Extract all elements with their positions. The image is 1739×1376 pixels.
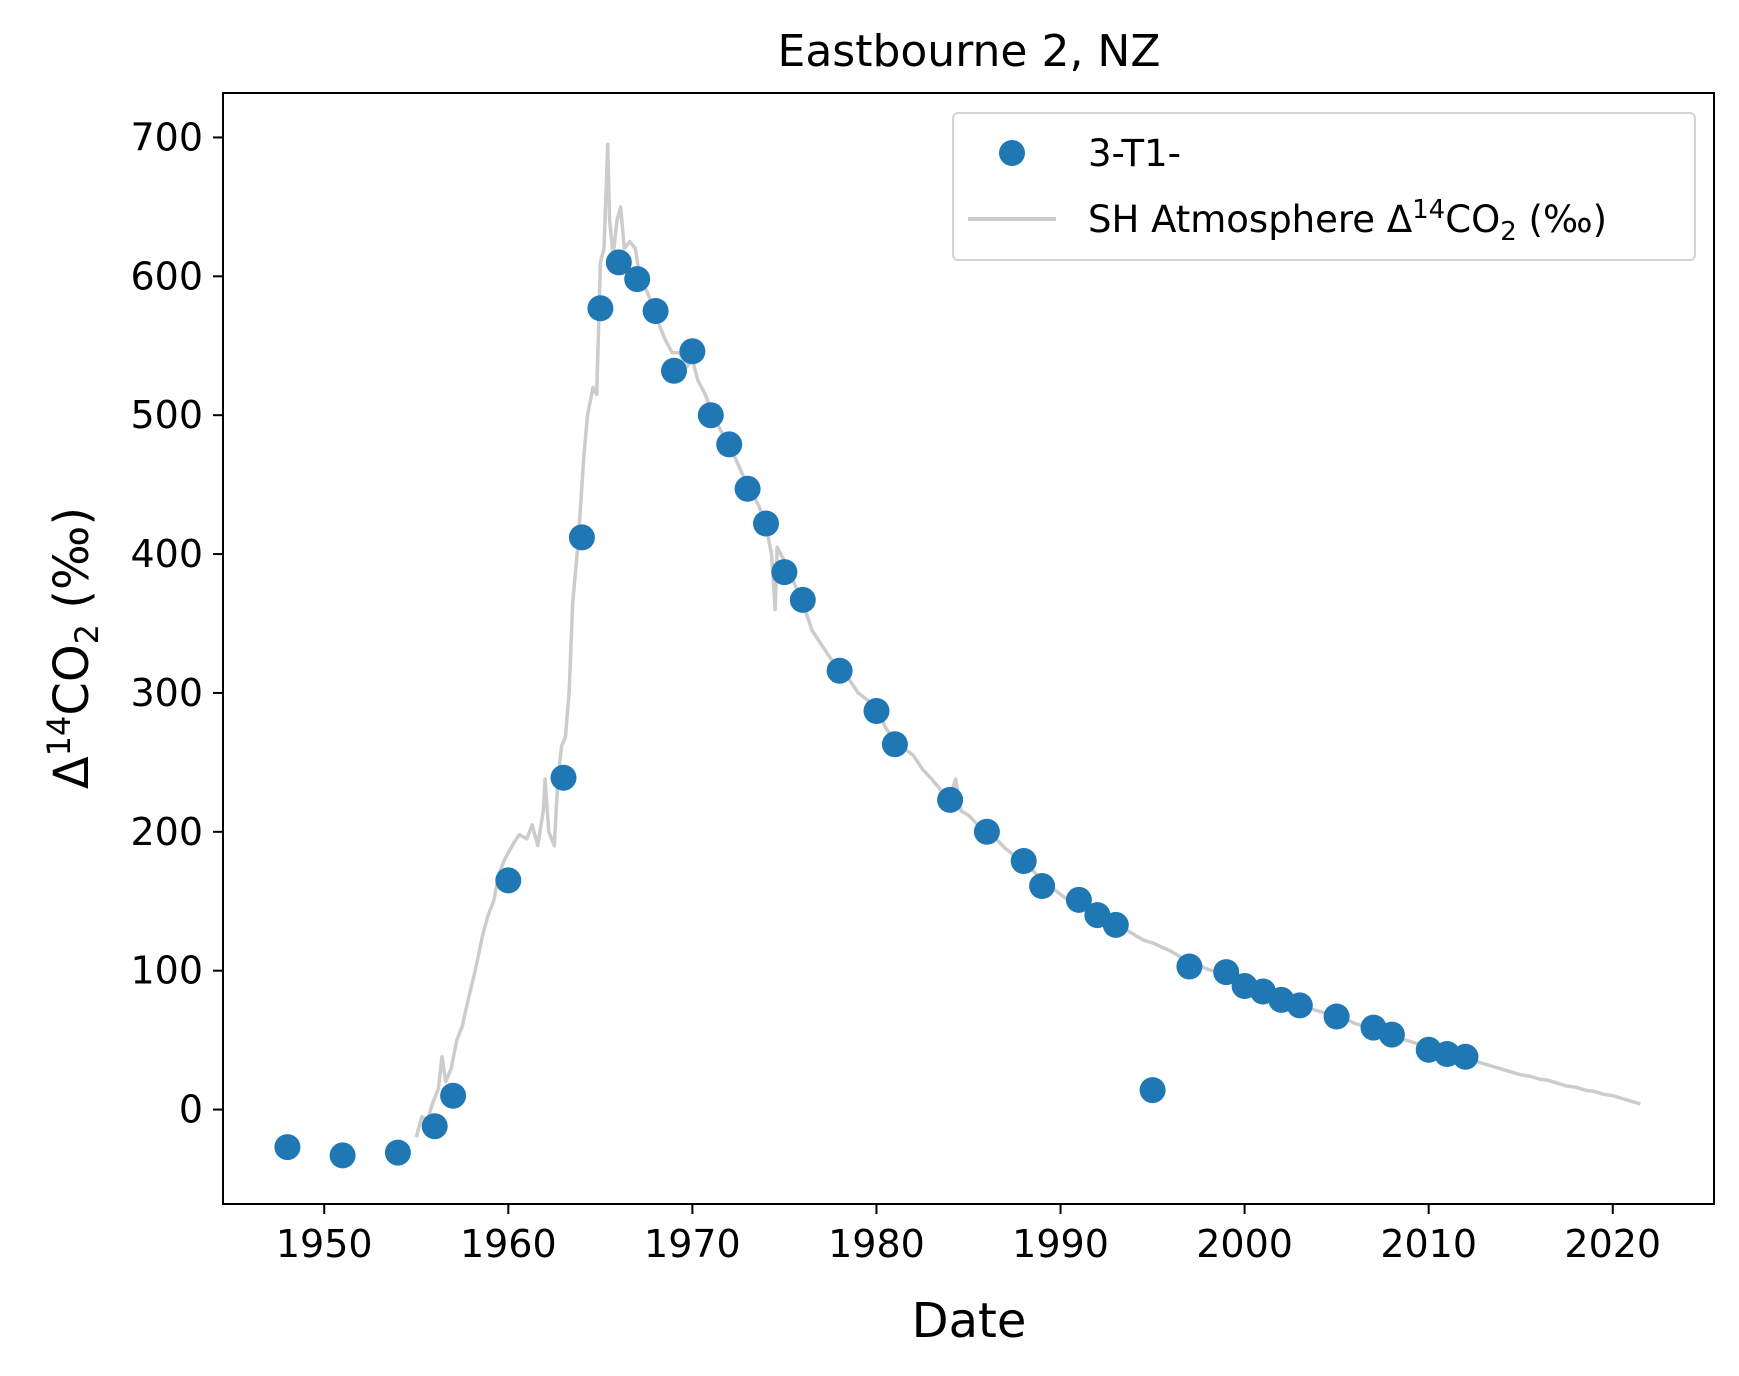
data-point (1010, 848, 1037, 874)
data-point (605, 249, 632, 276)
data-point (1213, 959, 1240, 986)
chart-title: Eastbourne 2, NZ (778, 26, 1161, 77)
legend-label-line-sup: 14 (1412, 195, 1445, 225)
legend-marker-scatter (999, 140, 1025, 166)
data-point (274, 1134, 301, 1161)
data-point (1286, 992, 1313, 1019)
data-point (881, 731, 908, 758)
data-point (771, 559, 798, 586)
data-point (421, 1113, 448, 1140)
y-axis-title-sup: 14 (40, 716, 78, 757)
data-point (550, 764, 577, 791)
x-axis: 1950 1960 1970 1980 1990 2000 2010 2020 (276, 1204, 1661, 1266)
data-point (973, 818, 1000, 845)
x-tick-label: 1950 (276, 1222, 373, 1266)
legend-label-line-mid: CO (1445, 198, 1500, 241)
x-tick-label: 2020 (1564, 1222, 1661, 1266)
plot-frame (222, 92, 1715, 1205)
legend-box (952, 112, 1696, 261)
data-point (863, 698, 890, 724)
data-point (1139, 1077, 1166, 1104)
y-axis-title-sub: 2 (68, 624, 106, 644)
y-tick-label: 200 (130, 810, 203, 854)
x-tick-label: 1990 (1012, 1222, 1109, 1266)
data-point (587, 295, 614, 322)
legend-label-scatter: 3-T1- (1088, 132, 1181, 175)
legend: 3-T1- SH Atmosphere Δ14CO2 (‰) (952, 112, 1696, 261)
data-point (1176, 953, 1203, 980)
data-point (384, 1139, 411, 1166)
data-point (716, 431, 743, 458)
data-point (642, 298, 669, 324)
y-axis-title: Δ14CO2 (‰) (40, 507, 106, 789)
data-point (1452, 1043, 1479, 1070)
x-tick-label: 1970 (644, 1222, 741, 1266)
data-point (697, 402, 724, 429)
data-point (826, 657, 853, 684)
data-point (568, 524, 595, 551)
point-layer (274, 249, 1479, 1169)
data-point (937, 786, 964, 813)
plot-area (222, 92, 1715, 1205)
y-tick-label: 0 (179, 1088, 203, 1132)
x-tick-label: 2010 (1380, 1222, 1477, 1266)
x-tick-label: 1960 (460, 1222, 557, 1266)
data-point (1102, 911, 1129, 938)
y-tick-label: 100 (130, 949, 203, 993)
data-point (1378, 1021, 1405, 1048)
data-point (495, 867, 522, 894)
legend-label-line-sub: 2 (1500, 217, 1517, 247)
x-tick-label: 1980 (828, 1222, 925, 1266)
data-point (1029, 873, 1056, 899)
x-axis-title: Date (912, 1293, 1027, 1349)
data-point (329, 1142, 356, 1169)
data-point (734, 475, 761, 502)
y-tick-label: 600 (130, 254, 203, 298)
data-point (661, 357, 687, 384)
y-axis-title-tail: (‰) (44, 507, 100, 624)
y-tick-label: 700 (130, 115, 203, 159)
y-axis-title-mid: CO (44, 644, 100, 715)
legend-label-line-base: SH Atmosphere Δ (1088, 198, 1412, 241)
data-point (679, 338, 706, 365)
y-tick-label: 500 (130, 393, 203, 437)
y-axis: 0 100 200 300 400 500 600 700 (130, 115, 223, 1132)
legend-label-line: SH Atmosphere Δ14CO2 (‰) (1088, 195, 1607, 247)
data-point (1323, 1003, 1350, 1030)
data-point (753, 510, 779, 537)
x-tick-label: 2000 (1196, 1222, 1293, 1266)
y-axis-title-base: Δ (44, 756, 100, 789)
data-point (1065, 886, 1092, 913)
data-point (440, 1082, 467, 1109)
data-point (624, 266, 651, 293)
y-tick-label: 400 (130, 532, 203, 576)
y-tick-label: 300 (130, 671, 203, 715)
data-point (789, 586, 816, 613)
legend-label-line-tail: (‰) (1517, 198, 1607, 241)
